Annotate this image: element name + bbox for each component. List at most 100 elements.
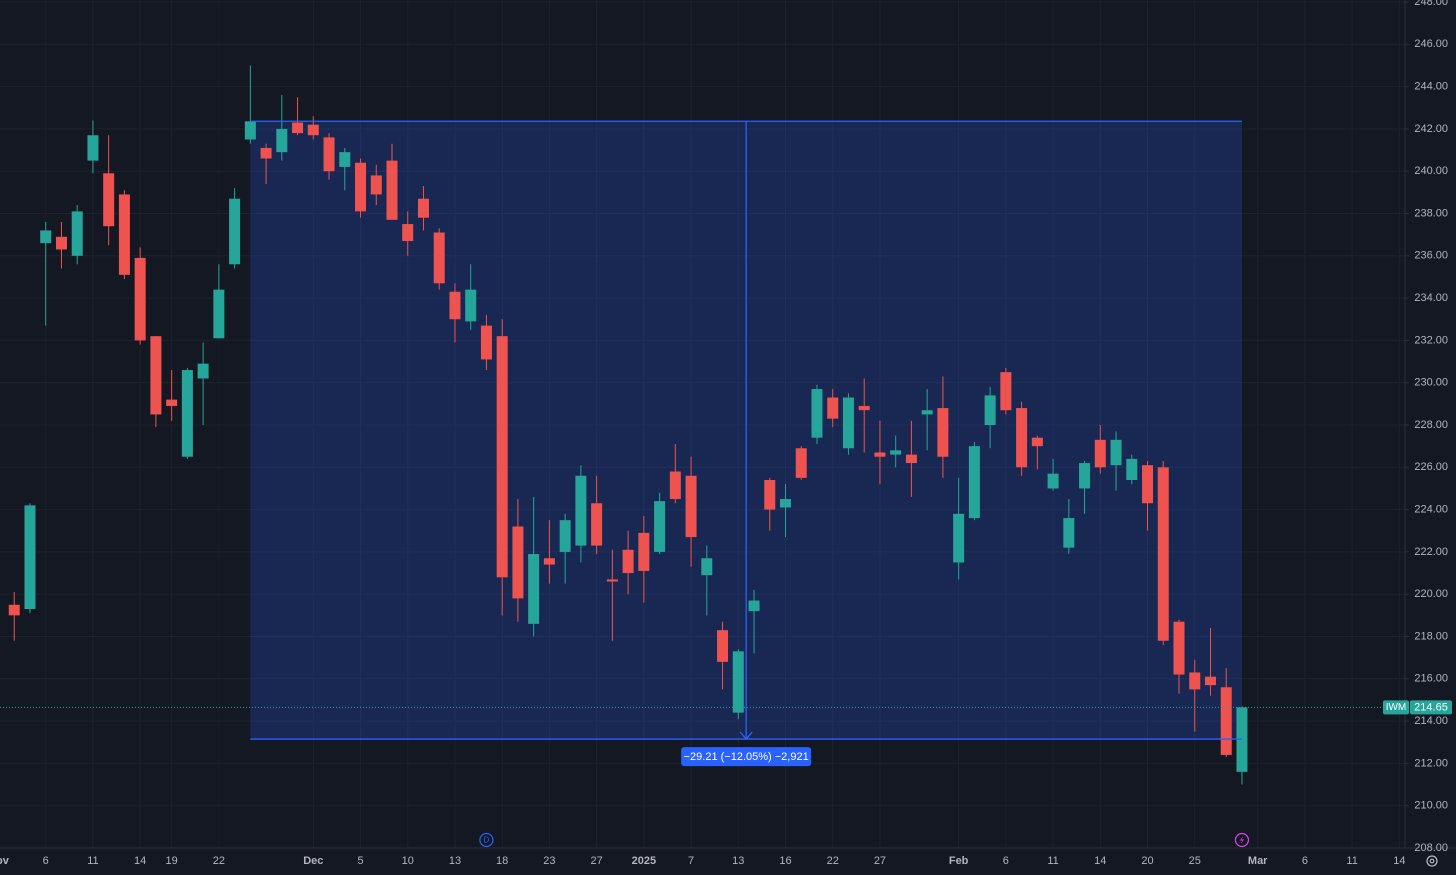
candle-body [244,121,256,140]
candle-body [386,160,398,220]
candle-body [307,124,319,136]
x-tick-label: 25 [1189,855,1201,867]
candle-body [811,389,823,438]
x-tick-label: 2025 [632,855,656,867]
candle-body [118,194,130,275]
measure-arrow-head [739,731,753,741]
x-tick-label: 14 [1094,855,1106,867]
candle-body [559,520,571,552]
candle-body [276,128,288,153]
candle-body [701,558,713,576]
y-tick-label: 240.00 [1414,165,1448,177]
candle-body [984,395,996,425]
x-tick-label: Mar [1248,855,1268,867]
event-marker-circle[interactable] [1234,832,1250,848]
y-tick-label: 224.00 [1414,504,1448,516]
candle-body [795,448,807,478]
y-tick-label: 208.00 [1414,842,1448,854]
x-tick-label: Dec [303,855,323,867]
x-tick-label: 14 [134,855,146,867]
y-tick-label: 210.00 [1414,800,1448,812]
candle-body [323,137,335,172]
interval-marker: D [484,836,490,845]
candle-body [150,336,162,415]
candle-body [449,291,461,320]
y-tick-label: 212.00 [1414,757,1448,769]
candle-body [717,630,729,662]
candle-body [370,175,382,195]
candle-body [1173,621,1185,675]
candle-body [858,405,870,411]
candle-body [339,152,351,167]
x-tick-label: 13 [732,855,744,867]
candle-body [591,503,603,546]
x-tick-label: 13 [449,855,461,867]
y-tick-label: 230.00 [1414,377,1448,389]
candle-body [24,505,36,610]
candle-body [874,452,886,457]
x-tick-label: 23 [543,855,555,867]
y-tick-label: 232.00 [1414,334,1448,346]
candle-body [1189,672,1201,690]
candle-body [654,501,666,552]
candle-body [197,363,209,379]
candle-body [780,499,791,508]
y-tick-label: 226.00 [1414,461,1448,473]
candle-body [40,230,52,244]
y-tick-label: 218.00 [1414,630,1448,642]
y-tick-label: 236.00 [1414,250,1448,262]
candle-body [1157,467,1169,641]
x-tick-label: 16 [779,855,791,867]
x-tick-label: 27 [590,855,602,867]
candle-body [764,479,776,510]
symbol-label: IWM [1386,702,1407,713]
candle-body [71,211,83,256]
x-tick-label: 11 [87,855,98,867]
y-tick-label: 238.00 [1414,207,1448,219]
candle-body [748,600,760,612]
candle-body [465,289,477,322]
candle-body [1079,463,1091,489]
last-price-box [1410,700,1452,715]
candle-body [622,549,634,574]
candle-body [355,162,367,212]
candle-body [1000,372,1012,411]
candle-body [496,336,508,578]
x-tick-label: Nov [0,855,10,867]
candle-body [213,289,225,339]
candle-body [1094,439,1106,468]
candle-body [669,471,681,500]
candle-body [260,147,272,159]
candle-body [921,410,933,415]
candle-body [968,446,980,519]
x-tick-label: 11 [1047,855,1058,867]
measure-tool: −29.21 (−12.05%) −2,921 [0,120,1405,767]
candle-body [55,236,67,250]
candle-body [87,135,99,161]
y-tick-label: 234.00 [1414,292,1448,304]
candle-body [638,532,650,571]
x-tick-label: 19 [166,855,178,867]
x-tick-label: 6 [43,855,49,867]
candle-body [1220,687,1232,755]
x-tick-label: 18 [496,855,508,867]
candle-body [1031,437,1043,447]
interval-marker-circle[interactable] [479,832,494,848]
candle-body [166,399,178,406]
candle-body [890,450,902,455]
measure-label-box [681,747,812,767]
candle-body [528,554,540,624]
candle-body [1016,408,1028,468]
event-marker-icon [1239,835,1244,845]
candle-body [480,325,492,360]
candles [8,65,1248,785]
candle-body [433,232,445,284]
symbol-box [1383,700,1409,715]
candle-body [842,397,854,449]
x-tick-label: 7 [688,855,694,867]
candle-body [732,651,744,713]
settings-icon[interactable] [1426,855,1438,867]
